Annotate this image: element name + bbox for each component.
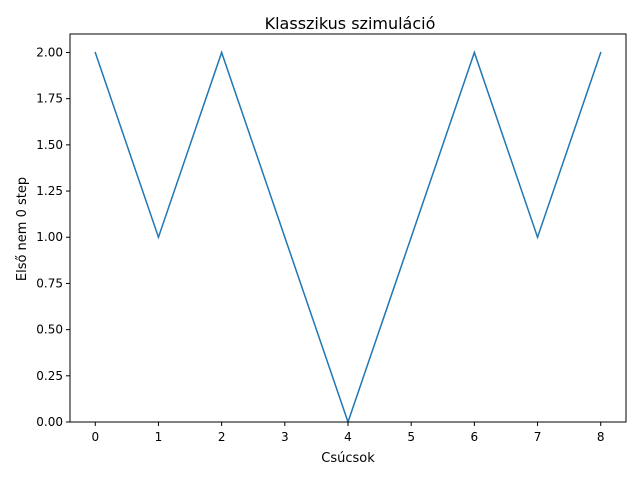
- data-point: [157, 236, 160, 238]
- x-tick-label: 6: [471, 430, 479, 444]
- y-tick-label: 0.75: [36, 276, 63, 290]
- x-axis-label: Csúcsok: [321, 451, 375, 466]
- y-tick-label: 0.25: [36, 369, 63, 383]
- x-tick-label: 4: [344, 430, 352, 444]
- y-tick-label: 1.50: [36, 138, 63, 152]
- y-tick-label: 0.50: [36, 323, 63, 337]
- x-tick-label: 3: [281, 430, 289, 444]
- data-point: [599, 51, 602, 54]
- data-point: [284, 236, 286, 238]
- data-point: [473, 51, 476, 54]
- y-tick-label: 1.25: [36, 184, 63, 198]
- y-tick-label: 2.00: [36, 45, 63, 59]
- y-tick-label: 1.75: [36, 92, 63, 106]
- data-point: [220, 51, 223, 54]
- x-tick-label: 0: [91, 430, 99, 444]
- y-axis-label: Első nem 0 step: [15, 177, 30, 281]
- y-tick-label: 1.00: [36, 230, 63, 244]
- y-tick-label: 0.00: [36, 415, 63, 429]
- data-point: [536, 236, 539, 238]
- data-point: [410, 236, 412, 238]
- data-point: [94, 51, 97, 54]
- x-tick-label: 1: [155, 430, 163, 444]
- chart-title: Klasszikus szimuláció: [265, 14, 436, 33]
- x-tick-label: 8: [597, 430, 605, 444]
- x-tick-label: 7: [534, 430, 542, 444]
- x-tick-label: 2: [218, 430, 226, 444]
- x-tick-label: 5: [407, 430, 415, 444]
